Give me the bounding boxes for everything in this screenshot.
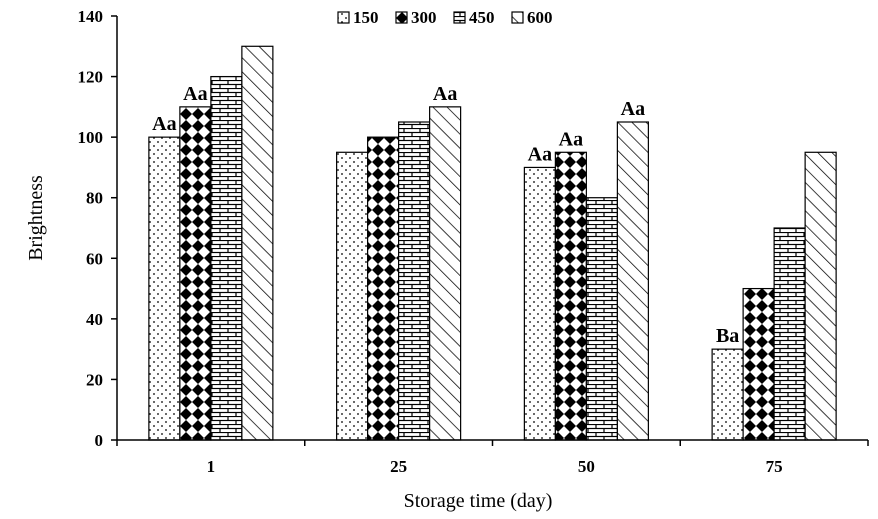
y-ticks-group: 0 20 40 60 80 100 120 140 bbox=[78, 7, 117, 450]
bar-600-day-25 bbox=[429, 106, 462, 441]
legend-swatch-600 bbox=[511, 11, 524, 24]
legend-swatch-450 bbox=[453, 11, 466, 24]
x-tick-label: 25 bbox=[390, 457, 407, 476]
x-tick-label: 50 bbox=[578, 457, 595, 476]
bar-150-day-25 bbox=[336, 151, 369, 441]
y-tick-label: 20 bbox=[86, 370, 103, 389]
x-tick-label: 1 bbox=[207, 457, 216, 476]
bar-300-day-75 bbox=[742, 287, 775, 441]
bar-300-day-25 bbox=[367, 136, 400, 441]
y-axis-title: Brightness bbox=[25, 175, 47, 261]
y-tick-label: 100 bbox=[78, 128, 104, 147]
bars-group bbox=[148, 45, 837, 441]
y-tick-label: 60 bbox=[86, 249, 103, 268]
bar-600-day-1 bbox=[241, 45, 274, 441]
bar-600-day-50 bbox=[616, 121, 649, 441]
legend-swatch-150 bbox=[337, 11, 350, 24]
bar-450-day-1 bbox=[210, 75, 243, 441]
annotation-label: Aa bbox=[528, 143, 552, 165]
bar-300-day-1 bbox=[179, 106, 212, 441]
annotation-label: Aa bbox=[621, 98, 645, 120]
annotation-label: Aa bbox=[183, 83, 207, 105]
annotation-label: Aa bbox=[559, 128, 583, 150]
legend-swatch-300 bbox=[395, 11, 408, 24]
bar-450-day-50 bbox=[585, 197, 618, 441]
x-axis-title: Storage time (day) bbox=[404, 490, 553, 512]
bar-450-day-25 bbox=[398, 121, 431, 441]
x-ticks-group: 1 25 50 75 bbox=[116, 440, 869, 476]
bar-450-day-75 bbox=[773, 227, 806, 441]
annotation-label: Aa bbox=[433, 83, 457, 105]
legend-label-150: 150 bbox=[353, 8, 379, 27]
bar-600-day-75 bbox=[804, 151, 837, 441]
bar-150-day-1 bbox=[148, 136, 181, 441]
bar-150-day-50 bbox=[523, 166, 556, 441]
legend-label-300: 300 bbox=[411, 8, 437, 27]
y-tick-label: 0 bbox=[95, 431, 104, 450]
y-tick-label: 80 bbox=[86, 189, 103, 208]
annotations-group: Aa Aa Aa Aa Aa Aa Ba bbox=[152, 83, 739, 347]
y-tick-label: 120 bbox=[78, 68, 104, 87]
bar-300-day-50 bbox=[554, 151, 587, 441]
x-tick-label: 75 bbox=[766, 457, 783, 476]
annotation-label: Aa bbox=[152, 113, 176, 135]
legend: 150 300 450 600 bbox=[337, 8, 553, 27]
legend-label-450: 450 bbox=[469, 8, 495, 27]
y-tick-label: 40 bbox=[86, 310, 103, 329]
bar-150-day-75 bbox=[711, 348, 744, 441]
y-tick-label: 140 bbox=[78, 7, 104, 26]
annotation-label: Ba bbox=[716, 325, 739, 347]
legend-label-600: 600 bbox=[527, 8, 553, 27]
